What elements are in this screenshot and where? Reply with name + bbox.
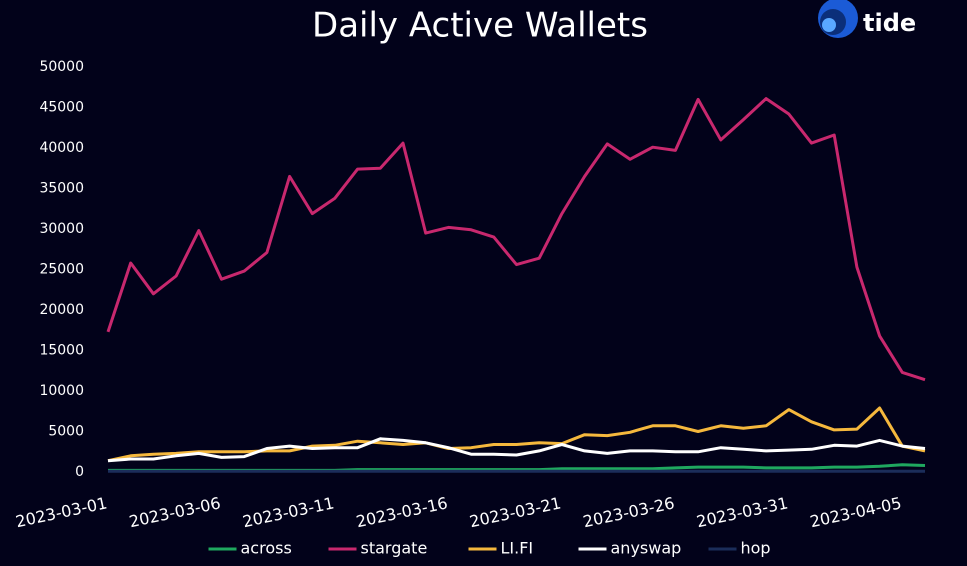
y-tick-label: 35000 <box>39 181 84 197</box>
y-tick-label: 0 <box>75 464 84 480</box>
brand-name: tide <box>863 9 916 37</box>
y-tick-label: 45000 <box>39 100 84 116</box>
legend-label: anyswap <box>611 539 682 558</box>
chart-title: Daily Active Wallets <box>312 6 648 46</box>
legend-label: stargate <box>361 539 428 558</box>
line <box>107 406 926 463</box>
legend-label: across <box>241 539 292 558</box>
legend-label: hop <box>741 539 771 558</box>
y-tick-label: 20000 <box>39 302 84 318</box>
y-tick-label: 10000 <box>39 383 84 399</box>
legend-label: LI.FI <box>501 539 534 558</box>
y-tick-label: 50000 <box>39 59 84 75</box>
y-tick-label: 40000 <box>39 140 84 156</box>
y-tick-label: 5000 <box>48 424 84 440</box>
y-tick-label: 15000 <box>39 343 84 359</box>
line <box>107 437 926 463</box>
y-tick-label: 30000 <box>39 221 84 237</box>
logo: tide <box>818 0 916 38</box>
line <box>106 97 926 382</box>
y-tick-label: 25000 <box>39 262 84 278</box>
logo-dot <box>822 18 836 32</box>
